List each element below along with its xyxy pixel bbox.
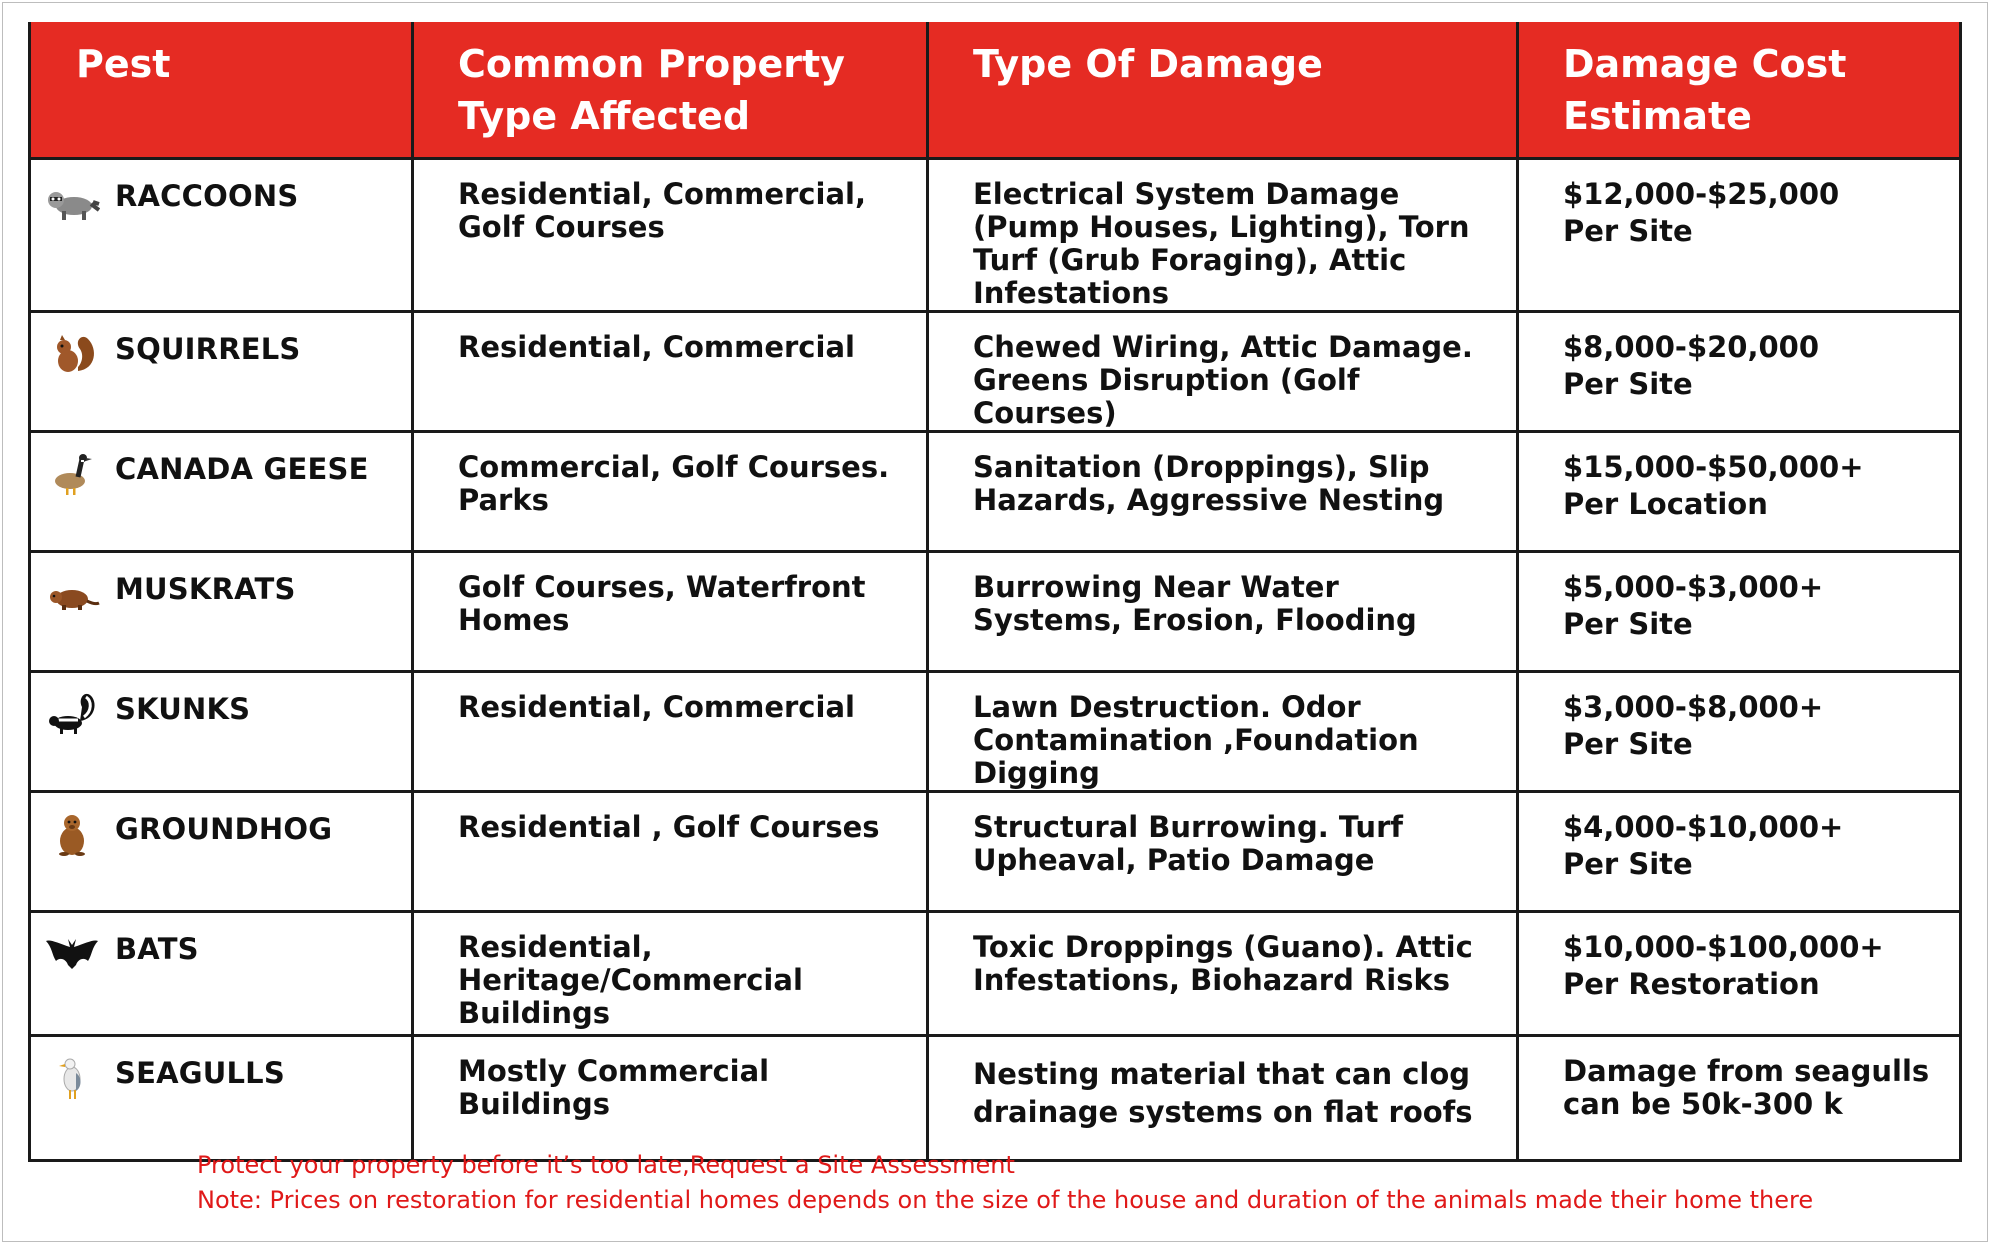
pest-name: SQUIRRELS (115, 331, 301, 366)
cost-value: Damage from seagulls can be 50k-300 k (1563, 1053, 1930, 1121)
header-cost-estimate: Damage Cost Estimate (1516, 22, 1962, 160)
header-damage-type: Type Of Damage (926, 22, 1519, 160)
footer-cta: Protect your property before it’s too la… (197, 1151, 1015, 1179)
table-row-skunks: SKUNKS Residential, Commercial Lawn Dest… (28, 669, 1962, 793)
damage-cell: Burrowing Near Water Systems, Erosion, F… (926, 549, 1519, 673)
cost-cell: $3,000-$8,000+ Per Site (1516, 669, 1962, 793)
cost-cell: $15,000-$50,000+ Per Location (1516, 429, 1962, 553)
cost-unit: Per Restoration (1563, 966, 1820, 1001)
table-row-squirrels: SQUIRRELS Residential, Commercial Chewed… (28, 309, 1962, 433)
cost-cell: Damage from seagulls can be 50k-300 k (1516, 1033, 1962, 1162)
pest-cell: SKUNKS (28, 669, 414, 793)
property-cell: Residential , Golf Courses (411, 789, 929, 913)
property-cell: Commercial, Golf Courses. Parks (411, 429, 929, 553)
property-cell: Golf Courses, Waterfront Homes (411, 549, 929, 673)
footer-note: Note: Prices on restoration for resident… (197, 1186, 1814, 1214)
cost-cell: $12,000-$25,000 Per Site (1516, 156, 1962, 313)
pest-cell: BATS (28, 909, 414, 1037)
pest-cell: RACCOONS (28, 156, 414, 313)
damage-cell: Toxic Droppings (Guano). Attic Infestati… (926, 909, 1519, 1037)
cost-value: $4,000-$10,000+ (1563, 809, 1844, 844)
pest-name: BATS (115, 931, 199, 966)
damage-cell: Chewed Wiring, Attic Damage. Greens Disr… (926, 309, 1519, 433)
pest-name: CANADA GEESE (115, 451, 369, 486)
cost-value: $5,000-$3,000+ (1563, 569, 1824, 604)
bat-icon (43, 931, 101, 977)
cost-unit: Per Site (1563, 213, 1693, 248)
table-header-row: Pest Common Property Type Affected Type … (28, 22, 1962, 160)
pest-cell: MUSKRATS (28, 549, 414, 673)
table-row-muskrats: MUSKRATS Golf Courses, Waterfront Homes … (28, 549, 1962, 673)
damage-cell: Lawn Destruction. Odor Contamination ,Fo… (926, 669, 1519, 793)
header-property-type: Common Property Type Affected (411, 22, 929, 160)
pest-name: RACCOONS (115, 178, 299, 213)
damage-cell: Structural Burrowing. Turf Upheaval, Pat… (926, 789, 1519, 913)
property-cell: Residential, Heritage/Commercial Buildin… (411, 909, 929, 1037)
cost-unit: Per Site (1563, 366, 1693, 401)
table-row-canada-geese: CANADA GEESE Commercial, Golf Courses. P… (28, 429, 1962, 553)
pest-name: SEAGULLS (115, 1055, 285, 1090)
pest-cell: SEAGULLS (28, 1033, 414, 1162)
cost-value: $15,000-$50,000+ (1563, 449, 1864, 484)
property-cell: Residential, Commercial (411, 669, 929, 793)
pest-name: SKUNKS (115, 691, 251, 726)
cost-value: $8,000-$20,000 (1563, 329, 1820, 364)
cost-unit: Per Location (1563, 486, 1768, 521)
goose-icon (43, 451, 101, 497)
property-cell: Residential, Commercial, Golf Courses (411, 156, 929, 313)
cost-cell: $10,000-$100,000+ Per Restoration (1516, 909, 1962, 1037)
table-row-groundhog: GROUNDHOG Residential , Golf Courses Str… (28, 789, 1962, 913)
property-cell: Mostly Commercial Buildings (411, 1033, 929, 1162)
pest-cell: GROUNDHOG (28, 789, 414, 913)
raccoon-icon (43, 178, 101, 224)
seagull-icon (43, 1055, 101, 1101)
cost-value: $3,000-$8,000+ (1563, 689, 1824, 724)
cost-cell: $4,000-$10,000+ Per Site (1516, 789, 1962, 913)
damage-cell: Sanitation (Droppings), Slip Hazards, Ag… (926, 429, 1519, 553)
cost-cell: $8,000-$20,000 Per Site (1516, 309, 1962, 433)
table-row-seagulls: SEAGULLS Mostly Commercial Buildings Nes… (28, 1033, 1962, 1162)
cost-value: $12,000-$25,000 (1563, 176, 1840, 211)
cost-unit: Per Site (1563, 606, 1693, 641)
muskrat-icon (43, 571, 101, 617)
cost-value: $10,000-$100,000+ (1563, 929, 1884, 964)
damage-cell: Nesting material that can clog drainage … (926, 1033, 1519, 1162)
cost-cell: $5,000-$3,000+ Per Site (1516, 549, 1962, 673)
header-pest: Pest (28, 22, 414, 160)
table-row-bats: BATS Residential, Heritage/Commercial Bu… (28, 909, 1962, 1037)
property-cell: Residential, Commercial (411, 309, 929, 433)
groundhog-icon (43, 811, 101, 857)
pest-damage-table: Pest Common Property Type Affected Type … (28, 22, 1962, 1162)
pest-cell: SQUIRRELS (28, 309, 414, 433)
pest-name: GROUNDHOG (115, 811, 333, 846)
cost-unit: Per Site (1563, 726, 1693, 761)
damage-cell: Electrical System Damage (Pump Houses, L… (926, 156, 1519, 313)
cost-unit: Per Site (1563, 846, 1693, 881)
pest-cell: CANADA GEESE (28, 429, 414, 553)
skunk-icon (43, 691, 101, 737)
squirrel-icon (43, 331, 101, 377)
pest-name: MUSKRATS (115, 571, 296, 606)
table-row-raccoons: RACCOONS Residential, Commercial, Golf C… (28, 156, 1962, 313)
